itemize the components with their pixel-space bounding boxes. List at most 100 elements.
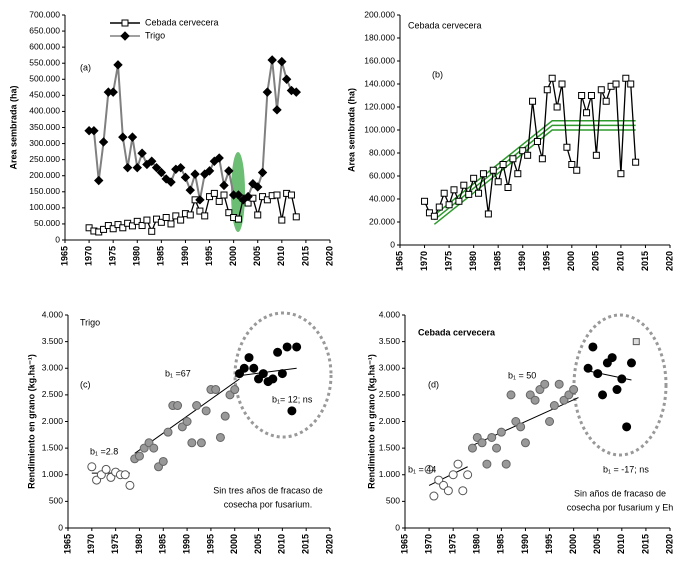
marker [548, 74, 556, 82]
x-tick-label: 2020 [324, 246, 334, 266]
y-tick-label: 3.500 [42, 336, 64, 346]
x-tick-label: 1970 [86, 534, 96, 554]
x-tick-label: 1995 [542, 251, 552, 271]
marker [148, 227, 156, 235]
x-tick-label: 2020 [664, 534, 674, 554]
marker [465, 190, 473, 198]
x-tick-label: 2020 [324, 534, 334, 554]
marker [587, 92, 595, 99]
marker [429, 491, 439, 501]
x-tick-label: 2010 [276, 246, 286, 266]
y-tick-label: 300.000 [29, 138, 60, 148]
y-tick-label: 200.000 [364, 9, 395, 19]
marker [475, 189, 483, 197]
marker [138, 222, 146, 230]
y-tick-label: 100.000 [29, 202, 60, 212]
x-tick-label: 1990 [517, 251, 527, 271]
y-tick-label: 4.000 [379, 309, 401, 319]
trend-line [433, 129, 636, 225]
y-tick-label: 650.000 [29, 25, 60, 35]
y-tick-label: 2.000 [379, 416, 401, 426]
marker [120, 470, 130, 480]
marker [443, 486, 453, 496]
y-tick-label: 400.000 [29, 106, 60, 116]
marker [187, 438, 197, 448]
x-tick-label: 2015 [640, 251, 650, 271]
marker [291, 87, 301, 97]
marker [121, 19, 129, 27]
x-tick-label: 1985 [496, 534, 506, 554]
x-tick-label: 2000 [228, 246, 238, 266]
marker [120, 31, 130, 41]
marker [460, 181, 468, 189]
x-tick-label: 1980 [134, 534, 144, 554]
marker [263, 196, 271, 204]
y-tick-label: 4.000 [42, 309, 64, 319]
marker [157, 218, 165, 226]
marker [262, 87, 273, 97]
marker [458, 486, 468, 496]
y-tick-label: 0 [390, 239, 395, 249]
marker [204, 166, 215, 176]
marker [514, 170, 522, 178]
marker [210, 189, 218, 197]
x-tick-label: 1985 [493, 251, 503, 271]
marker [504, 184, 512, 191]
marker [287, 191, 295, 199]
x-tick-label: 2005 [591, 251, 601, 271]
marker [243, 191, 253, 202]
marker [622, 74, 630, 82]
y-tick-label: 2.000 [42, 416, 64, 426]
marker [520, 438, 530, 448]
marker [253, 182, 263, 192]
marker [626, 358, 636, 368]
x-tick-label: 1980 [472, 534, 482, 554]
series-line [89, 59, 297, 202]
y-tick-label: 120.000 [364, 101, 395, 111]
marker [602, 97, 610, 105]
y-tick-label: 600.000 [29, 41, 60, 51]
annotation: b₁ = -17; ns [603, 464, 649, 474]
marker [448, 470, 458, 480]
marker [524, 151, 532, 159]
marker [215, 432, 225, 442]
y-tick-label: 3.000 [379, 363, 401, 373]
x-tick-label: 1980 [468, 251, 478, 271]
y-axis-title: Area sembrada (ha) [8, 85, 18, 169]
marker [277, 369, 287, 379]
marker [477, 438, 487, 448]
y-tick-label: 500 [386, 496, 400, 506]
marker [119, 224, 127, 232]
annotation: Sin años de fracaso de [574, 488, 666, 498]
marker [282, 342, 292, 352]
y-tick-label: 1.000 [42, 469, 64, 479]
annotation: cosecha por fusarium y Eh [567, 502, 674, 512]
marker [445, 201, 453, 209]
marker [87, 462, 97, 472]
marker [239, 363, 249, 373]
x-tick-label: 2000 [229, 534, 239, 554]
marker [158, 456, 168, 466]
marker [177, 216, 185, 224]
y-tick-label: 50.000 [34, 218, 60, 228]
x-tick-label: 1975 [110, 534, 120, 554]
x-tick-label: 1970 [419, 251, 429, 271]
y-tick-label: 450.000 [29, 90, 60, 100]
marker [186, 211, 194, 219]
marker [450, 186, 458, 194]
x-tick-label: 1995 [204, 246, 214, 266]
x-tick-label: 2005 [252, 246, 262, 266]
marker [172, 212, 180, 220]
y-tick-label: 60.000 [369, 170, 395, 180]
marker [101, 464, 111, 474]
marker [196, 207, 204, 215]
marker [100, 225, 108, 233]
annotation: (a) [80, 62, 91, 72]
y-axis-title: Rendimiento en grano (kg.ha⁻¹) [26, 354, 36, 489]
annotation: b₁ = 50 [508, 370, 536, 380]
marker [133, 217, 141, 225]
marker [627, 80, 635, 88]
marker [453, 459, 463, 469]
marker [632, 338, 640, 346]
x-tick-label: 1990 [520, 534, 530, 554]
